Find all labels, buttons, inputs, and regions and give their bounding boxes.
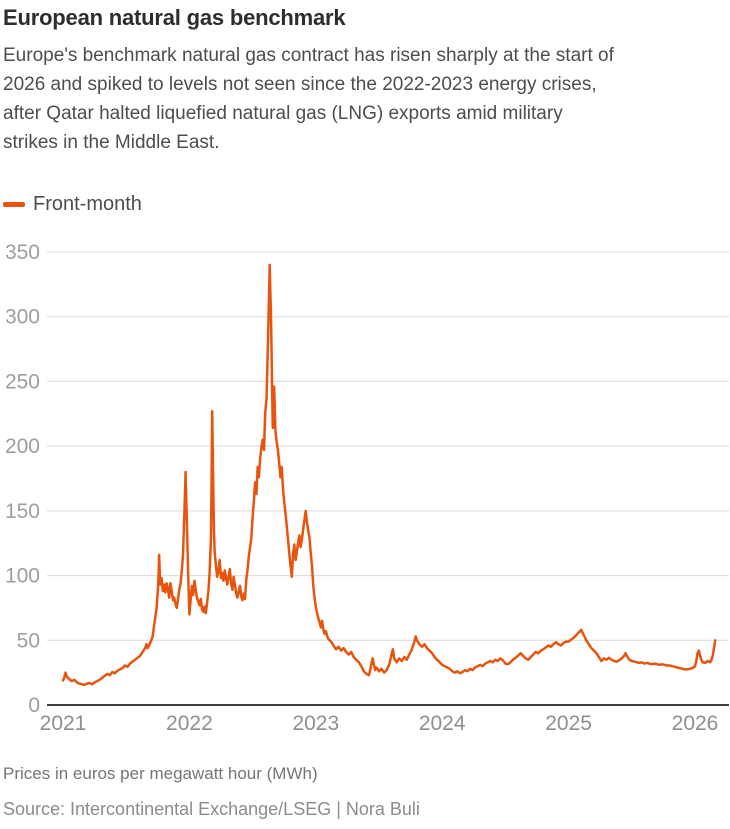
y-tick-label: 300	[5, 306, 40, 329]
subtitle-line: strikes in the Middle East.	[3, 132, 220, 153]
x-tick-label: 2021	[40, 712, 87, 735]
price-chart-svg: 0 50 100 150 200 250 300 350 2021 2022 2023 2024 202…	[5, 241, 729, 735]
x-tick-label: 2024	[419, 712, 466, 735]
unit-note: Prices in euros per megawatt hour (MWh)	[3, 764, 318, 783]
y-tick-label: 150	[5, 500, 40, 523]
y-tick-label: 50	[17, 629, 40, 652]
legend-label: Front-month	[33, 193, 142, 215]
legend: Front-month	[3, 193, 142, 216]
y-tick-label: 350	[5, 241, 40, 264]
y-tick-label: 200	[5, 435, 40, 458]
y-tick-label: 250	[5, 370, 40, 393]
source-line: Source: Intercontinental Exchange/LSEG |…	[3, 799, 420, 819]
legend-line-swatch	[3, 202, 25, 207]
x-tick-label: 2026	[672, 712, 719, 735]
subtitle-line: 2026 and spiked to levels not seen since…	[3, 74, 597, 95]
y-tick-label: 100	[5, 565, 40, 588]
chart-subtitle: Europe's benchmark natural gas contract …	[3, 41, 723, 157]
subtitle-line: Europe's benchmark natural gas contract …	[3, 45, 614, 66]
x-tick-label: 2025	[545, 712, 592, 735]
x-tick-label: 2023	[292, 712, 339, 735]
front-month-line	[61, 263, 717, 687]
x-tick-label: 2022	[166, 712, 213, 735]
subtitle-line: after Qatar halted liquefied natural gas…	[3, 103, 563, 124]
chart-title: European natural gas benchmark	[3, 5, 346, 30]
y-tick-label: 0	[28, 694, 40, 717]
price-chart: 0 50 100 150 200 250 300 350 2021 2022 2023 2024 202…	[0, 228, 730, 743]
